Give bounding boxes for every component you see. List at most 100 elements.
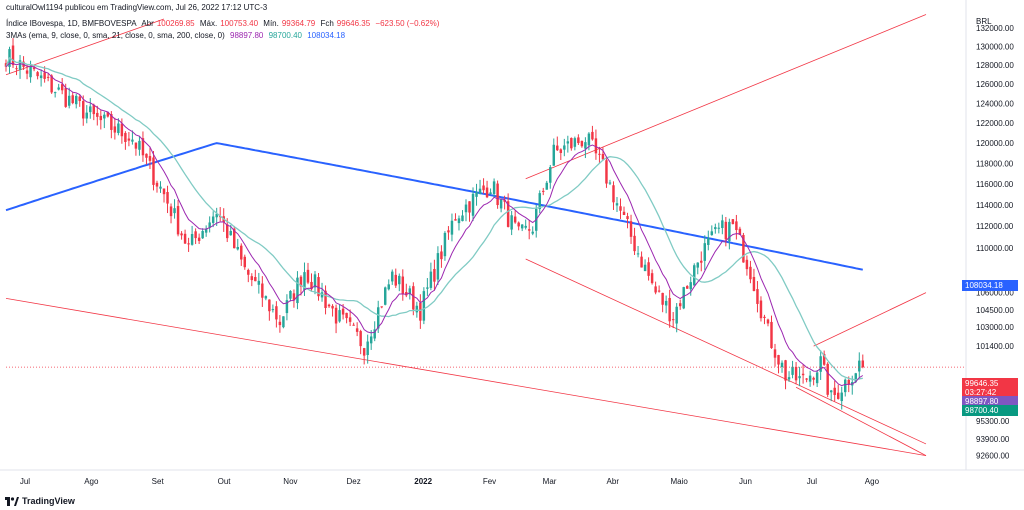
candle-body [117,123,120,134]
candle-body [440,251,443,260]
candle-body [4,63,8,67]
ema9-path [5,62,864,387]
candle-body [67,95,71,106]
candle-body [836,392,840,399]
candle-body [714,227,717,230]
y-tick-label: 122000.00 [976,119,1014,128]
candle-body [510,215,513,230]
x-tick-label: Maio [670,477,688,486]
candle-body [549,167,552,183]
candle-body [745,259,749,270]
tradingview-logo[interactable]: TradingView [5,496,75,506]
candle-body [348,317,352,322]
candle-body [685,286,689,289]
candle-body [556,145,559,151]
y-tick-label: 128000.00 [976,61,1014,70]
close-value: 99646.35 [336,19,371,28]
candle-body [636,253,640,255]
x-axis: Jul Ago Set Out Nov Dez 2022 Fev Mar Abr Maio Jun Ju… [20,477,880,486]
candle-body [422,291,426,321]
close-label: Fch [320,19,334,28]
candle-body [211,216,215,223]
candle-body [359,331,362,347]
candle-body [700,260,703,263]
y-tick-label: 116000.00 [976,180,1014,189]
candle-body [801,373,805,376]
candle-body [717,227,721,229]
candle-body [201,230,204,239]
candle-body [766,319,770,324]
x-tick-label: Nov [283,477,297,486]
x-tick-label: Ago [865,477,880,486]
candle-body [187,243,190,245]
y-tick-label: 114000.00 [976,201,1014,210]
indicator-name: 3MAs (ema, 9, close, 0, sma, 21, close, … [6,31,225,40]
candle-body [840,392,843,402]
candle-body [60,84,64,91]
x-tick-label: Ago [84,477,99,486]
candle-body [468,201,471,213]
candle-body [752,276,756,291]
candle-body [398,275,401,285]
candle-body [489,192,492,194]
candle-body [85,112,88,119]
ema9-value: 98897.80 [230,31,264,40]
sma21-value: 98700.40 [268,31,302,40]
candle-body [32,67,36,70]
candle-body [183,233,187,244]
candle-body [787,377,791,380]
currency-label: BRL [976,17,992,26]
candle-body [215,213,218,218]
candle-body [197,237,201,241]
candle-body [559,149,563,153]
candle-body [791,366,794,375]
sma200-path [5,142,863,271]
publisher-text: culturalOwl1194 publicou em TradingView.… [6,3,268,12]
candle-body [331,305,334,309]
candle-body [317,277,320,297]
y-tick-label: 130000.00 [976,43,1014,52]
sma21-path [5,56,863,381]
candle-body [243,256,247,268]
candle-body [53,92,57,94]
open-label: Abr [141,19,154,28]
candle-body [180,233,183,236]
candle-body [250,276,254,281]
candle-body [749,266,752,280]
candle-body [678,303,682,307]
candle-body [106,111,110,117]
candle-body [89,106,92,113]
symbol-name: Índice IBovespa, 1D, BMFBOVESPA [6,19,137,28]
y-tick-label: 124000.00 [976,100,1014,109]
candle-body [808,375,812,382]
candle-body [542,190,545,192]
candle-body [268,299,271,312]
candle-body [682,287,685,309]
countdown-tag: 03:27:42 [962,387,1018,398]
x-tick-label: Abr [607,477,620,486]
candle-body [815,372,819,384]
candle-body [169,206,173,217]
candle-body [570,137,573,149]
candle-body [443,232,447,257]
candle-body [433,268,436,282]
candle-body [721,220,724,229]
candle-body [629,221,633,237]
candle-body [419,302,422,321]
x-tick-label: Set [152,477,165,486]
candle-body [64,88,67,107]
candle-body [166,192,169,204]
candle-body [654,286,657,293]
candle-body [292,293,296,301]
y-tick-label: 112000.00 [976,222,1014,231]
candle-body [461,215,464,222]
candle-body [324,290,327,308]
candle-body [57,87,60,90]
candle-body [405,292,408,296]
candle-body [759,300,763,319]
candle-body [204,228,208,233]
candle-body [113,126,117,133]
indicator-legend[interactable]: 3MAs (ema, 9, close, 0, sma, 21, close, … [6,31,348,40]
candle-body [387,284,390,290]
